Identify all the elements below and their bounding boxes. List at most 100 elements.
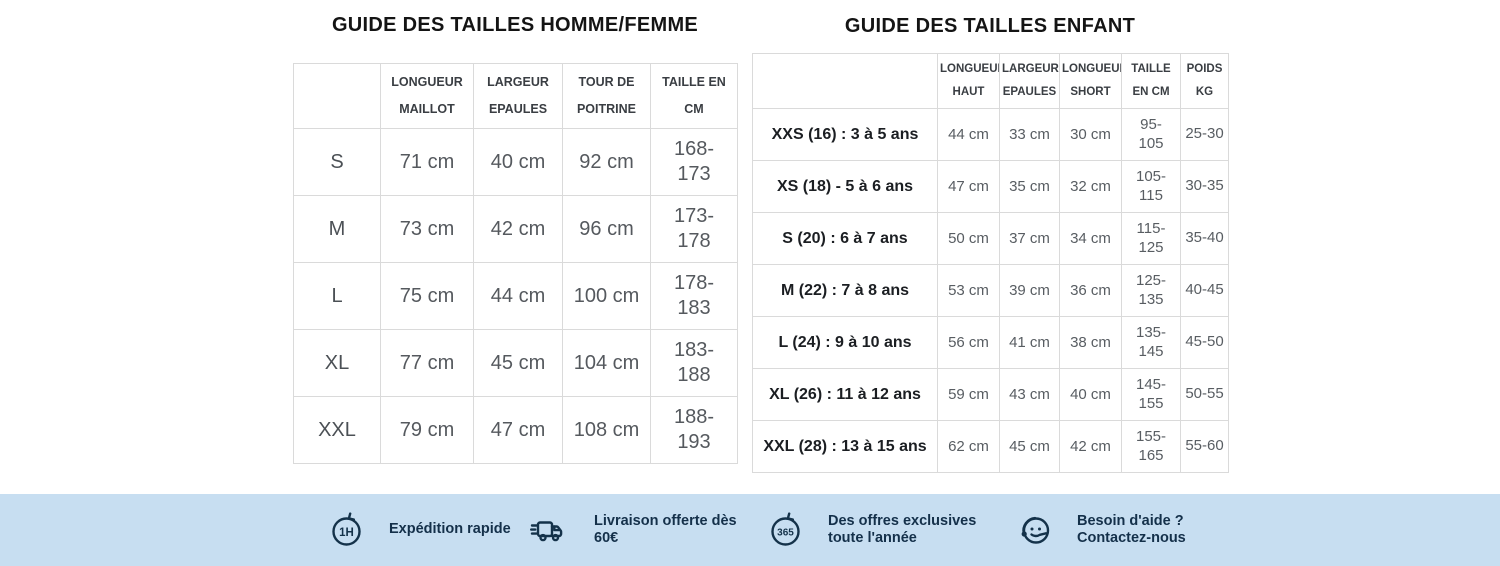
value-cell: 40 cm bbox=[1059, 368, 1122, 421]
size-cell: S (20) : 6 à 7 ans bbox=[752, 212, 938, 265]
value-cell: 40-45 bbox=[1180, 264, 1229, 317]
clock-1h-icon: 1H bbox=[332, 512, 361, 546]
range-value: 155-165 bbox=[1135, 427, 1167, 464]
value-cell: 30-35 bbox=[1180, 160, 1229, 213]
value-cell: 35 cm bbox=[999, 160, 1060, 213]
value-cell: 47 cm bbox=[473, 396, 563, 464]
range-value: 105-115 bbox=[1135, 167, 1167, 204]
column-header: TOUR DE POITRINE bbox=[562, 63, 651, 129]
adult-header-row: LONGUEUR MAILLOT LARGEUR EPAULES TOUR DE… bbox=[293, 63, 738, 129]
column-header: LONGUEUR SHORT bbox=[1059, 53, 1122, 109]
size-cell: M bbox=[293, 195, 381, 263]
size-cell: XXL (28) : 13 à 15 ans bbox=[752, 420, 938, 473]
value-cell: 25-30 bbox=[1180, 108, 1229, 161]
column-header: LONGUEUR HAUT bbox=[937, 53, 1000, 109]
table-row: M (22) : 7 à 8 ans 53 cm 39 cm 36 cm 125… bbox=[752, 264, 1229, 317]
column-header: LARGEUR EPAULES bbox=[473, 63, 563, 129]
value-cell: 34 cm bbox=[1059, 212, 1122, 265]
benefit-label: Des offres exclusives toute l'année bbox=[828, 512, 977, 546]
value-cell: 43 cm bbox=[999, 368, 1060, 421]
table-row: XS (18) - 5 à 6 ans 47 cm 35 cm 32 cm 10… bbox=[752, 160, 1229, 213]
benefit-label: Livraison offerte dès 60€ bbox=[594, 512, 737, 546]
value-cell: 42 cm bbox=[473, 195, 563, 263]
range-value: 145-155 bbox=[1135, 375, 1167, 412]
range-value: 95-105 bbox=[1138, 115, 1164, 152]
range-value: 50-55 bbox=[1185, 385, 1224, 403]
value-cell: 44 cm bbox=[473, 262, 563, 330]
value-cell: 75 cm bbox=[380, 262, 474, 330]
value-cell: 71 cm bbox=[380, 128, 474, 196]
table-row: S 71 cm 40 cm 92 cm 168-173 bbox=[293, 128, 738, 196]
svg-text:365: 365 bbox=[777, 528, 794, 539]
range-value: 55-60 bbox=[1185, 437, 1224, 455]
benefit-fast-shipping: 1H Expédition rapide bbox=[327, 510, 511, 550]
value-cell: 183-188 bbox=[650, 329, 738, 397]
benefit-label: Expédition rapide bbox=[389, 521, 511, 538]
value-cell: 92 cm bbox=[562, 128, 651, 196]
calendar-365-icon: 365 bbox=[771, 512, 800, 546]
range-value: 25-30 bbox=[1185, 125, 1224, 143]
size-cell: XL bbox=[293, 329, 381, 397]
value-cell: 125-135 bbox=[1121, 264, 1181, 317]
value-cell: 37 cm bbox=[999, 212, 1060, 265]
value-cell: 36 cm bbox=[1059, 264, 1122, 317]
size-cell: XXL bbox=[293, 396, 381, 464]
value-cell: 40 cm bbox=[473, 128, 563, 196]
size-cell: L (24) : 9 à 10 ans bbox=[752, 316, 938, 369]
range-value: 183-188 bbox=[673, 339, 715, 386]
column-header bbox=[293, 63, 381, 129]
column-header bbox=[752, 53, 938, 109]
svg-text:1H: 1H bbox=[339, 527, 354, 539]
value-cell: 55-60 bbox=[1180, 420, 1229, 473]
kids-size-guide-title: GUIDE DES TAILLES ENFANT bbox=[844, 15, 1136, 37]
value-cell: 62 cm bbox=[937, 420, 1000, 473]
value-cell: 100 cm bbox=[562, 262, 651, 330]
table-row: M 73 cm 42 cm 96 cm 173-178 bbox=[293, 195, 738, 263]
value-cell: 56 cm bbox=[937, 316, 1000, 369]
table-row: XXS (16) : 3 à 5 ans 44 cm 33 cm 30 cm 9… bbox=[752, 108, 1229, 161]
value-cell: 73 cm bbox=[380, 195, 474, 263]
range-value: 115-125 bbox=[1136, 219, 1166, 256]
range-value: 173-178 bbox=[673, 205, 715, 252]
value-cell: 115-125 bbox=[1121, 212, 1181, 265]
range-value: 178-183 bbox=[673, 272, 715, 319]
value-cell: 32 cm bbox=[1059, 160, 1122, 213]
value-cell: 47 cm bbox=[937, 160, 1000, 213]
table-row: L (24) : 9 à 10 ans 56 cm 41 cm 38 cm 13… bbox=[752, 316, 1229, 369]
size-cell: L bbox=[293, 262, 381, 330]
value-cell: 44 cm bbox=[937, 108, 1000, 161]
value-cell: 188-193 bbox=[650, 396, 738, 464]
value-cell: 96 cm bbox=[562, 195, 651, 263]
benefit-exclusive-offers: 365 Des offres exclusives toute l'année bbox=[766, 510, 976, 550]
value-cell: 105-115 bbox=[1121, 160, 1181, 213]
value-cell: 42 cm bbox=[1059, 420, 1122, 473]
kids-size-table: LONGUEUR HAUT LARGEUR EPAULES LONGUEUR S… bbox=[752, 53, 1229, 473]
value-cell: 108 cm bbox=[562, 396, 651, 464]
column-header: LONGUEUR MAILLOT bbox=[380, 63, 474, 129]
benefits-bar: 1H Expédition rapide Livraison offerte d… bbox=[0, 494, 1500, 566]
benefit-label: Besoin d'aide ? Contactez-nous bbox=[1077, 512, 1186, 546]
value-cell: 79 cm bbox=[380, 396, 474, 464]
range-value: 125-135 bbox=[1135, 271, 1167, 308]
kids-header-row: LONGUEUR HAUT LARGEUR EPAULES LONGUEUR S… bbox=[752, 53, 1229, 109]
value-cell: 104 cm bbox=[562, 329, 651, 397]
adult-size-guide-title: GUIDE DES TAILLES HOMME/FEMME bbox=[331, 14, 699, 36]
benefit-contact-support[interactable]: Besoin d'aide ? Contactez-nous bbox=[1015, 510, 1186, 550]
value-cell: 59 cm bbox=[937, 368, 1000, 421]
value-cell: 39 cm bbox=[999, 264, 1060, 317]
range-value: 135-145 bbox=[1135, 323, 1167, 360]
column-header: TAILLE EN CM bbox=[1121, 53, 1181, 109]
size-cell: XS (18) - 5 à 6 ans bbox=[752, 160, 938, 213]
value-cell: 45 cm bbox=[473, 329, 563, 397]
value-cell: 135-145 bbox=[1121, 316, 1181, 369]
column-header: TAILLE EN CM bbox=[650, 63, 738, 129]
benefit-free-delivery: Livraison offerte dès 60€ bbox=[528, 510, 737, 550]
column-header: POIDS KG bbox=[1180, 53, 1229, 109]
delivery-truck-icon bbox=[530, 521, 563, 542]
range-value: 40-45 bbox=[1185, 281, 1224, 299]
value-cell: 30 cm bbox=[1059, 108, 1122, 161]
table-row: XXL (28) : 13 à 15 ans 62 cm 45 cm 42 cm… bbox=[752, 420, 1229, 473]
size-cell: M (22) : 7 à 8 ans bbox=[752, 264, 938, 317]
table-row: XL (26) : 11 à 12 ans 59 cm 43 cm 40 cm … bbox=[752, 368, 1229, 421]
value-cell: 45-50 bbox=[1180, 316, 1229, 369]
